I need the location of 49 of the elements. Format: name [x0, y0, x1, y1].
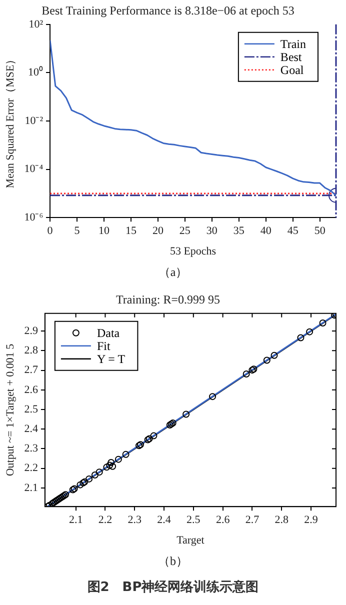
legend-label: Fit	[96, 339, 111, 354]
x-tick-label: 10	[98, 225, 110, 238]
x-tick-label: 20	[152, 225, 164, 238]
legend-label: Best	[280, 50, 302, 64]
x-tick-label: 35	[233, 225, 245, 238]
x-tick-label: 2.6	[216, 514, 230, 526]
y-tick-label: 2.2	[24, 462, 38, 474]
x-tick-label: 15	[125, 225, 137, 238]
legend-label: Goal	[280, 63, 304, 78]
x-tick-label: 25	[179, 225, 191, 238]
y-axis-title: Output ~= 1×Target + 0.001 5	[4, 343, 16, 476]
chart-title: Training: R=0.999 95	[116, 292, 220, 306]
x-axis-title: Target	[176, 534, 204, 546]
y-tick-label: 10⁰	[28, 66, 44, 79]
x-tick-label: 40	[260, 225, 272, 238]
x-tick-label: 2.2	[98, 514, 112, 526]
y-tick-label: 2.8	[24, 344, 38, 357]
y-tick-label: 2.6	[24, 384, 38, 396]
x-tick-label: 2.7	[245, 514, 260, 526]
x-tick-label: 50	[314, 225, 326, 238]
y-tick-label: 2.5	[24, 403, 38, 416]
x-tick-label: 30	[206, 225, 218, 238]
text: （b）	[157, 553, 189, 570]
x-tick-label: 45	[287, 225, 299, 238]
chart-title: Best Training Performance is 8.318e−06 at epoch 53	[42, 3, 294, 18]
x-axis-title: 53 Epochs	[170, 245, 216, 258]
y-tick-label: 2.9	[24, 324, 38, 337]
y-tick-label: 2.4	[24, 423, 38, 436]
caption: 图2 BP神经网络训练示意图	[86, 578, 260, 596]
legend-label: Data	[96, 326, 120, 340]
x-tick-label: 2.3	[128, 514, 142, 526]
y-tick-label: 2.7	[24, 364, 38, 376]
x-tick-label: 2.9	[304, 514, 318, 526]
legend-label: Y = T	[96, 352, 126, 366]
y-tick-label: 10⁻²	[24, 114, 44, 127]
x-tick-label: 5	[74, 225, 80, 238]
y-axis-title: Mean Squared Error（MSE）	[4, 54, 16, 188]
y-tick-label: 10⁻⁶	[24, 211, 44, 224]
legend-label: Train	[280, 37, 306, 52]
x-tick-label: 0	[47, 225, 54, 238]
y-tick-label: 10²	[28, 18, 44, 30]
text: （a）	[157, 264, 189, 281]
y-tick-label: 2.1	[24, 482, 38, 494]
x-tick-label: 2.1	[68, 514, 83, 526]
x-tick-label: 2.5	[186, 514, 201, 526]
x-tick-label: 2.8	[274, 514, 289, 526]
y-tick-label: 10⁻⁴	[24, 163, 44, 176]
y-tick-label: 2.3	[24, 442, 38, 455]
x-tick-label: 2.4	[157, 514, 172, 526]
